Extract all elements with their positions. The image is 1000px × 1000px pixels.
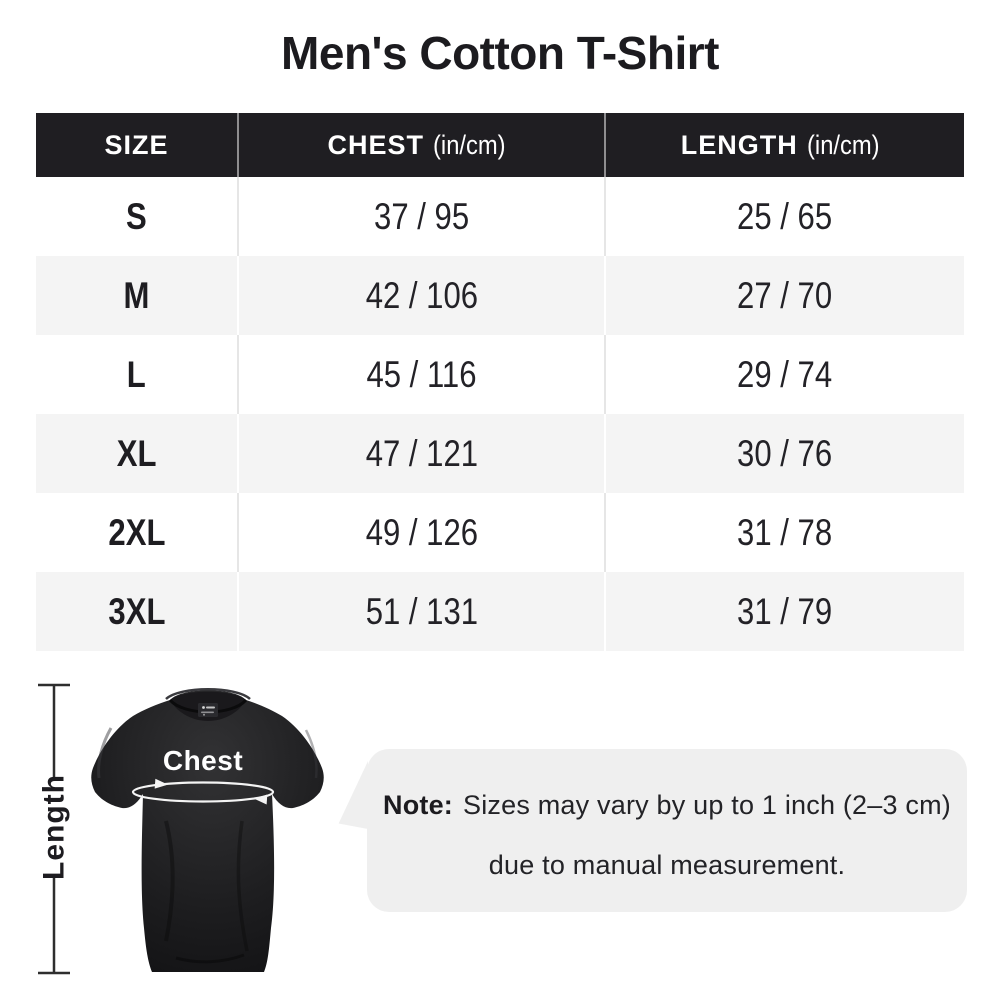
note-line-1: Note: Sizes may vary by up to 1 inch (2–3… — [367, 775, 967, 835]
length-value: 29 / 74 — [737, 353, 833, 395]
note-bubble: Note: Sizes may vary by up to 1 inch (2–3… — [338, 749, 967, 912]
tshirt-graphic: Chest — [91, 688, 324, 972]
cell-size: S — [36, 177, 237, 256]
chest-arrow-left-icon — [254, 794, 268, 805]
chest-value: 47 / 121 — [365, 432, 478, 474]
cell-size: L — [36, 335, 237, 414]
size-value: 2XL — [107, 511, 165, 553]
cell-chest: 45 / 116 — [237, 335, 604, 414]
cell-chest: 51 / 131 — [237, 572, 604, 651]
cell-chest: 49 / 126 — [237, 493, 604, 572]
chest-value: 49 / 126 — [365, 511, 478, 553]
header-chest: CHEST (in/cm) — [237, 113, 604, 177]
note-label: Note: — [383, 790, 453, 820]
size-value: XL — [116, 432, 157, 474]
length-value: 31 / 79 — [737, 590, 833, 632]
collar-brand-label — [198, 703, 218, 717]
header-length-units: (in/cm) — [806, 129, 880, 160]
cell-size: 3XL — [36, 572, 237, 651]
table-body: S 37 / 95 25 / 65 M 42 / 106 27 / 70 L 4… — [36, 177, 964, 651]
note-line-2: due to manual measurement. — [488, 850, 846, 880]
header-chest-label: CHEST — [327, 129, 424, 160]
size-value: S — [126, 195, 147, 237]
table-row: 3XL 51 / 131 31 / 79 — [36, 572, 964, 651]
cell-length: 30 / 76 — [604, 414, 964, 493]
header-length-label: LENGTH — [680, 129, 798, 160]
length-value: 30 / 76 — [737, 432, 833, 474]
header-size-label: SIZE — [104, 129, 169, 160]
cell-chest: 37 / 95 — [237, 177, 604, 256]
table-row: S 37 / 95 25 / 65 — [36, 177, 964, 256]
table-row: M 42 / 106 27 / 70 — [36, 256, 964, 335]
size-value: 3XL — [107, 590, 165, 632]
length-value: 27 / 70 — [737, 274, 833, 316]
cell-length: 31 / 79 — [604, 572, 964, 651]
table-row: 2XL 49 / 126 31 / 78 — [36, 493, 964, 572]
length-ruler: Length — [38, 683, 71, 975]
page-title: Men's Cotton T-Shirt — [281, 27, 719, 79]
chest-measure-ellipse — [131, 781, 275, 803]
header-size: SIZE — [36, 113, 237, 177]
length-label: Length — [38, 774, 71, 880]
tshirt-collar — [165, 688, 251, 721]
size-chart-table: SIZE CHEST (in/cm) LENGTH (in/cm) S 37 /… — [36, 113, 964, 651]
chest-value: 37 / 95 — [373, 195, 470, 237]
chest-label: Chest — [163, 745, 243, 776]
cell-size: XL — [36, 414, 237, 493]
cell-length: 31 / 78 — [604, 493, 964, 572]
table-header-row: SIZE CHEST (in/cm) LENGTH (in/cm) — [36, 113, 964, 177]
cell-size: 2XL — [36, 493, 237, 572]
tshirt-measure-diagram: Length — [38, 683, 324, 975]
cell-length: 29 / 74 — [604, 335, 964, 414]
chest-value: 42 / 106 — [365, 274, 478, 316]
size-value: L — [126, 353, 146, 395]
table-row: L 45 / 116 29 / 74 — [36, 335, 964, 414]
length-value: 31 / 78 — [737, 511, 833, 553]
cell-chest: 47 / 121 — [237, 414, 604, 493]
tshirt-body — [91, 690, 324, 972]
chest-value: 45 / 116 — [366, 353, 477, 395]
chest-arrow-right-icon — [154, 778, 168, 789]
header-chest-units: (in/cm) — [433, 129, 506, 160]
length-value: 25 / 65 — [737, 195, 833, 237]
cell-size: M — [36, 256, 237, 335]
cell-length: 27 / 70 — [604, 256, 964, 335]
cell-length: 25 / 65 — [604, 177, 964, 256]
chest-measure-overlay: Chest — [131, 745, 275, 805]
chest-value: 51 / 131 — [365, 590, 478, 632]
size-value: M — [123, 274, 150, 316]
note-text: Sizes may vary by up to 1 inch (2–3 cm) — [463, 790, 951, 820]
header-length: LENGTH (in/cm) — [604, 113, 964, 177]
table-row: XL 47 / 121 30 / 76 — [36, 414, 964, 493]
cell-chest: 42 / 106 — [237, 256, 604, 335]
